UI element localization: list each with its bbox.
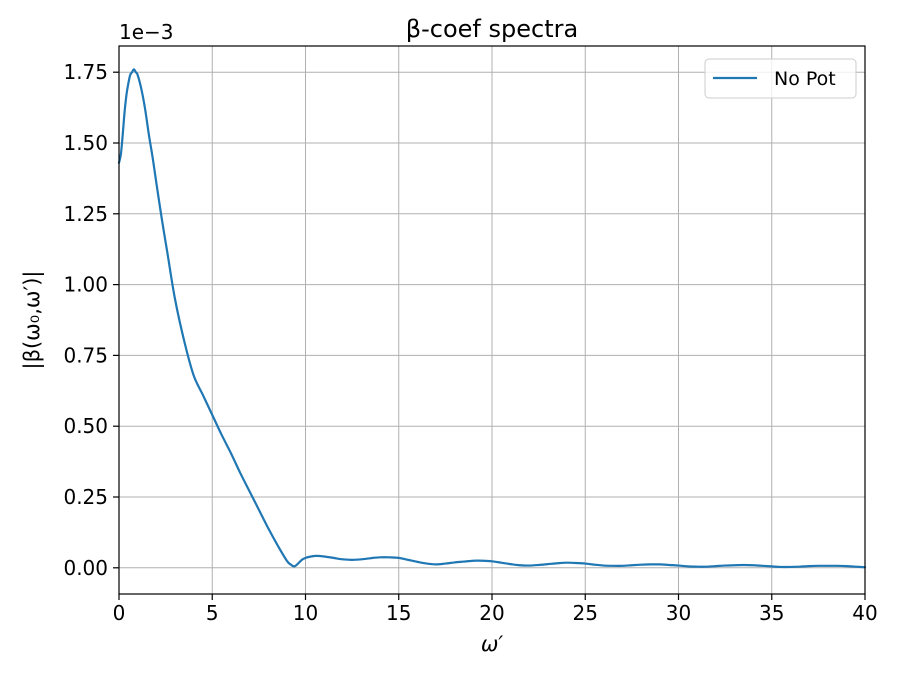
tick-layer: 0 5 10 15 20 25 30 35 40 0.00 0.25 0.50 0.75 1.00 1.25… (63, 60, 877, 625)
y-tick-label: 1.50 (63, 131, 108, 155)
series-layer (117, 68, 867, 569)
legend-box (704, 58, 857, 99)
y-tick-label: 0.75 (63, 343, 108, 367)
y-tick-label: 0.00 (63, 556, 108, 580)
x-tick-label: 25 (573, 601, 598, 625)
x-tick-label: 5 (206, 601, 219, 625)
y-axis-label: |β(ω₀,ω′)| (20, 271, 45, 370)
x-tick-label: 15 (386, 601, 411, 625)
chart-title: β-coef spectra (406, 15, 578, 43)
x-axis-label: ω′ (481, 632, 504, 656)
legend: No Pot (704, 58, 857, 99)
x-tick-label: 0 (113, 601, 126, 625)
series-line-no-pot (117, 68, 867, 569)
x-tick-label: 40 (852, 601, 877, 625)
x-tick-label: 30 (666, 601, 691, 625)
y-tick-label: 1.25 (63, 202, 108, 226)
y-axis-offset-text: 1e−3 (119, 20, 174, 44)
y-tick-label: 1.75 (63, 60, 108, 84)
x-tick-label: 35 (759, 601, 784, 625)
y-tick-label: 1.00 (63, 273, 108, 297)
legend-label-no-pot: No Pot (774, 68, 836, 90)
x-tick-label: 10 (293, 601, 318, 625)
y-tick-label: 0.25 (63, 485, 108, 509)
y-tick-label: 0.50 (63, 414, 108, 438)
x-tick-label: 20 (479, 601, 504, 625)
grid-layer (118, 46, 866, 594)
